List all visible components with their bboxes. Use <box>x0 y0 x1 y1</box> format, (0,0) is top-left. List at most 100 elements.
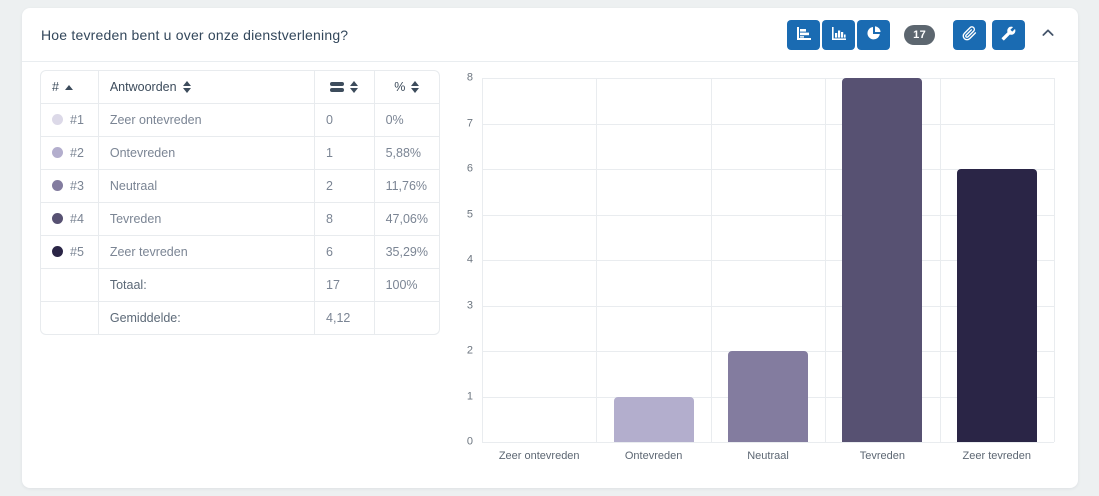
question-title: Hoe tevreden bent u over onze dienstverl… <box>41 26 349 43</box>
gridline-horizontal <box>482 169 1054 170</box>
answers-header-label: Antwoorden <box>109 80 177 94</box>
x-axis-category-label: Ontevreden <box>624 450 683 462</box>
chart-type-switcher <box>787 19 891 50</box>
chart-bar-neutraal[interactable] <box>727 351 809 442</box>
answer-percent: 11,76% <box>374 170 440 203</box>
average-value: 4,12 <box>315 302 375 335</box>
toolbar: 17 <box>787 19 1058 50</box>
wrench-icon <box>1001 26 1016 44</box>
column-header-answers[interactable]: Antwoorden <box>98 70 316 104</box>
table-row: #3 Neutraal 2 11,76% <box>40 170 440 203</box>
chart-bar-ontevreden[interactable] <box>613 396 694 442</box>
answer-count: 2 <box>315 170 375 203</box>
gridline-horizontal <box>482 214 1054 216</box>
table-row: #2 Ontevreden 1 5,88% <box>40 137 440 170</box>
table-header-row: # Antwoorden <box>40 70 440 104</box>
x-axis-category-label: Neutraal <box>747 450 789 462</box>
y-axis-tick-label: 1 <box>466 390 473 402</box>
gridline-horizontal <box>482 78 1054 79</box>
x-axis-category-label: Tevreden <box>859 450 906 462</box>
x-axis-category-label: Zeer ontevreden <box>498 450 580 462</box>
gridline-vertical <box>596 78 598 442</box>
collapse-button[interactable] <box>1038 23 1058 46</box>
bar-chart: 0 1 2 3 4 5 6 7 8 Zeer ontevreden Ontevreden Neutra… <box>456 70 1064 474</box>
y-axis-line <box>482 78 483 442</box>
chart-bar-tevreden[interactable] <box>842 78 923 442</box>
answer-count: 0 <box>315 104 375 137</box>
total-percent: 100% <box>374 269 440 302</box>
bar-chart-horizontal-button[interactable] <box>787 19 821 50</box>
answer-color-dot <box>52 180 63 191</box>
y-axis-tick-label: 7 <box>466 117 473 129</box>
bar-chart-horizontal-icon <box>796 26 812 44</box>
gridline-vertical <box>1054 78 1055 442</box>
gridline-horizontal <box>482 260 1054 261</box>
answer-count: 1 <box>315 137 375 170</box>
sort-icon <box>182 81 191 93</box>
table-row: #4 Tevreden 8 47,06% <box>40 203 440 236</box>
answer-rank: #2 <box>70 146 84 160</box>
attachment-button[interactable] <box>953 19 986 50</box>
table-row: #5 Zeer tevreden 6 35,29% <box>40 236 440 269</box>
column-header-rank[interactable]: # <box>40 70 99 104</box>
paperclip-icon <box>962 25 977 44</box>
answer-label: Zeer tevreden <box>98 236 316 269</box>
column-header-percent[interactable]: % <box>374 70 440 104</box>
answer-percent: 5,88% <box>374 137 440 170</box>
y-axis-tick-label: 5 <box>466 208 473 220</box>
column-header-count[interactable] <box>315 70 375 104</box>
chart-plot: 0 1 2 3 4 5 6 7 8 Zeer ontevreden Ontevreden Neutra… <box>467 72 1055 462</box>
gridline-horizontal <box>482 442 1054 443</box>
sort-icon <box>350 81 359 93</box>
results-table: # Antwoorden <box>40 70 440 335</box>
answer-color-dot <box>52 246 63 257</box>
answer-count: 8 <box>315 203 375 236</box>
answer-color-dot <box>52 213 63 224</box>
y-axis-tick-label: 4 <box>466 253 473 266</box>
sort-asc-icon <box>64 84 73 90</box>
pie-chart-button[interactable] <box>857 19 891 50</box>
y-axis-tick-label: 6 <box>466 162 473 175</box>
percent-header-label: % <box>394 80 406 94</box>
y-axis-tick-label: 2 <box>466 344 473 357</box>
answer-label: Zeer ontevreden <box>98 104 316 137</box>
bars-icon <box>330 82 345 92</box>
gridline-vertical <box>710 78 712 442</box>
x-axis-category-label: Zeer tevreden <box>962 450 1032 462</box>
answer-color-dot <box>52 114 63 125</box>
answer-percent: 47,06% <box>374 203 440 236</box>
y-axis-tick-label: 8 <box>466 71 473 84</box>
settings-button[interactable] <box>992 19 1025 50</box>
card-body: # Antwoorden <box>22 62 1078 492</box>
total-label: Totaal: <box>98 269 316 302</box>
y-axis-tick-label: 0 <box>466 435 473 448</box>
answer-percent: 0% <box>374 104 440 137</box>
question-result-card: Hoe tevreden bent u over onze dienstverl… <box>22 8 1078 488</box>
pie-chart-icon <box>866 25 882 44</box>
gridline-horizontal <box>482 123 1054 125</box>
y-axis-tick-label: 3 <box>466 299 473 311</box>
answer-rank: #4 <box>70 212 84 226</box>
gridline-vertical <box>825 78 827 442</box>
table-row: #1 Zeer ontevreden 0 0% <box>40 104 440 137</box>
response-count-badge: 17 <box>904 24 935 45</box>
chevron-up-icon <box>1040 25 1056 44</box>
answer-color-dot <box>52 147 63 158</box>
answer-label: Tevreden <box>98 203 316 236</box>
table-average-row: Gemiddelde: 4,12 <box>40 302 440 335</box>
answer-rank: #3 <box>70 179 84 193</box>
answer-count: 6 <box>315 236 375 269</box>
gridline-vertical <box>939 78 941 442</box>
answer-label: Ontevreden <box>98 137 316 170</box>
results-table-container: # Antwoorden <box>40 70 440 474</box>
total-count: 17 <box>315 269 375 302</box>
answer-label: Neutraal <box>98 170 316 203</box>
table-total-row: Totaal: 17 100% <box>40 269 440 302</box>
bar-chart-vertical-button[interactable] <box>822 19 856 50</box>
bar-chart-vertical-icon <box>831 26 847 44</box>
average-label: Gemiddelde: <box>98 302 316 335</box>
chart-bar-zeer-tevreden[interactable] <box>956 169 1037 442</box>
answer-rank: #1 <box>70 113 84 127</box>
card-header: Hoe tevreden bent u over onze dienstverl… <box>22 8 1078 62</box>
gridline-horizontal <box>482 305 1054 307</box>
